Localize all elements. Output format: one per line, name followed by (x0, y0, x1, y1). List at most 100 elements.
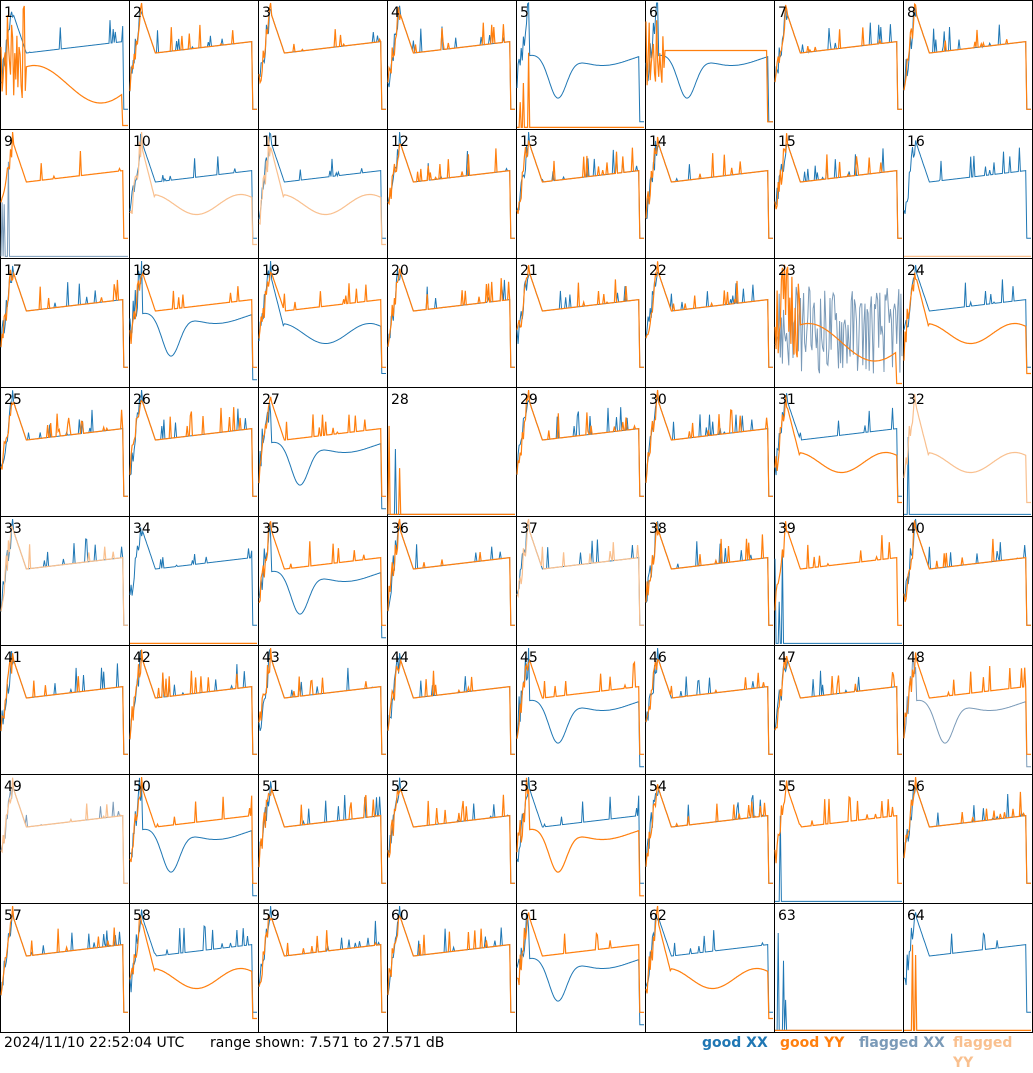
panel-19: 19 (258, 258, 388, 388)
legend-good-xx: good XX (702, 1035, 768, 1051)
timestamp: 2024/11/10 22:52:04 UTC (4, 1035, 185, 1051)
series-xx-line (0, 161, 128, 257)
panel-frame (645, 903, 775, 1033)
panel-20: 20 (387, 258, 517, 388)
panel-frame (0, 645, 130, 775)
panel-39: 39 (774, 516, 904, 646)
panel-64: 64 (903, 903, 1033, 1033)
panel-22: 22 (645, 258, 775, 388)
series-xx-line (129, 909, 257, 1013)
panel-58: 58 (129, 903, 259, 1033)
panel-61: 61 (516, 903, 646, 1033)
series-xx-line (129, 260, 257, 381)
panel-50: 50 (129, 774, 259, 904)
panel-8: 8 (903, 0, 1033, 130)
series-yy-line (0, 777, 128, 884)
panel-frame (516, 0, 646, 130)
panel-label: 28 (391, 392, 409, 408)
panel-label: 16 (907, 134, 925, 150)
panel-label: 46 (649, 650, 667, 666)
panel-label: 56 (907, 779, 925, 795)
series-xx-line (645, 914, 773, 1013)
panel-frame (903, 258, 1033, 388)
panel-frame (387, 387, 517, 517)
panel-21: 21 (516, 258, 646, 388)
panel-frame (129, 258, 259, 388)
series-yy-line (387, 915, 515, 1013)
series-yy-line (774, 264, 902, 385)
panel-label: 26 (133, 392, 151, 408)
panel-33: 33 (0, 516, 130, 646)
panel-29: 29 (516, 387, 646, 517)
panel-53: 53 (516, 774, 646, 904)
series-yy-line (387, 425, 515, 515)
panel-frame (516, 774, 646, 904)
panel-1: 1 (0, 0, 130, 130)
panel-31: 31 (774, 387, 904, 517)
panel-label: 52 (391, 779, 409, 795)
panel-frame (387, 0, 517, 130)
panel-label: 23 (778, 263, 796, 279)
panel-30: 30 (645, 387, 775, 517)
panel-42: 42 (129, 645, 259, 775)
panel-label: 3 (262, 5, 271, 21)
series-yy-line (903, 520, 1031, 626)
panel-60: 60 (387, 903, 517, 1033)
series-xx-line (258, 402, 386, 510)
series-yy-line (774, 394, 902, 504)
series-yy-line (774, 521, 902, 626)
panel-label: 15 (778, 134, 796, 150)
series-yy-line (645, 905, 773, 1020)
panel-label: 10 (133, 134, 151, 150)
series-xx-line (904, 436, 1031, 515)
panel-frame (258, 0, 388, 130)
panel-54: 54 (645, 774, 775, 904)
series-yy-line (645, 20, 773, 123)
panel-35: 35 (258, 516, 388, 646)
series-yy-line (258, 136, 386, 246)
series-yy-line (129, 271, 257, 368)
panel-frame (645, 0, 775, 130)
panel-label: 47 (778, 650, 796, 666)
panel-frame (387, 903, 517, 1033)
panel-frame (387, 516, 517, 646)
panel-label: 4 (391, 5, 400, 21)
series-yy-line (645, 389, 773, 497)
panel-frame (774, 903, 904, 1033)
panel-label: 13 (520, 134, 538, 150)
panel-label: 9 (4, 134, 13, 150)
panel-label: 41 (4, 650, 22, 666)
panel-label: 32 (907, 392, 925, 408)
panel-label: 63 (778, 908, 796, 924)
panel-frame (258, 387, 388, 517)
series-xx-line (258, 132, 386, 239)
panel-label: 60 (391, 908, 409, 924)
series-yy-line (903, 393, 1031, 504)
panel-label: 58 (133, 908, 151, 924)
legend-flagged-yy: flagged YY (953, 1035, 1013, 1071)
panel-32: 32 (903, 387, 1033, 517)
panel-47: 47 (774, 645, 904, 775)
panel-55: 55 (774, 774, 904, 904)
panel-frame (774, 129, 904, 259)
series-yy-line (903, 652, 1031, 755)
panel-label: 14 (649, 134, 667, 150)
panel-41: 41 (0, 645, 130, 775)
panel-frame (258, 645, 388, 775)
panel-56: 56 (903, 774, 1033, 904)
panel-frame (129, 0, 259, 130)
panel-frame (0, 129, 130, 259)
panel-label: 59 (262, 908, 280, 924)
series-xx-line (516, 647, 644, 768)
series-xx-line (129, 527, 257, 626)
panel-7: 7 (774, 0, 904, 130)
panel-51: 51 (258, 774, 388, 904)
series-yy-line (516, 912, 644, 1013)
panel-label: 22 (649, 263, 667, 279)
panel-frame (129, 387, 259, 517)
panel-label: 18 (133, 263, 151, 279)
panel-label: 7 (778, 5, 787, 21)
panel-frame (516, 903, 646, 1033)
panel-label: 12 (391, 134, 409, 150)
